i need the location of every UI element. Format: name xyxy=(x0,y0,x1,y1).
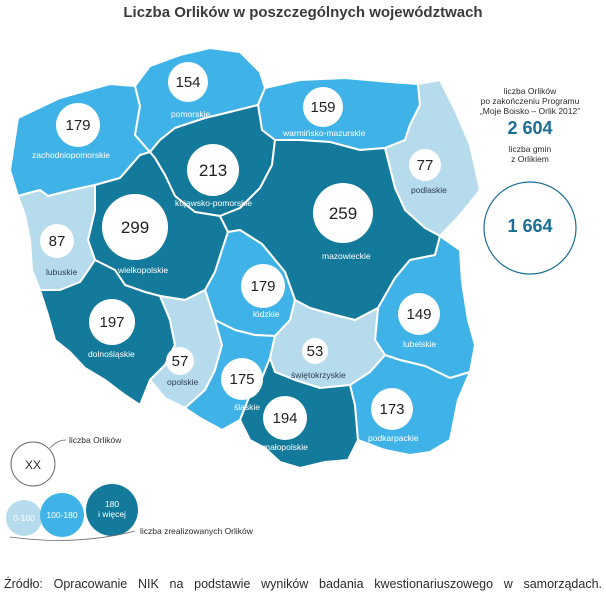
label-podlaskie: podlaskie xyxy=(411,185,447,195)
count-malopolskie: 194 xyxy=(272,410,297,427)
legend-tier-light-label: 0-100 xyxy=(13,513,35,523)
count-circle-mazowieckie xyxy=(313,183,373,243)
orliki-label-line-1: liczba Orlików xyxy=(503,86,557,96)
count-circle-zachodniopomorskie xyxy=(56,103,100,147)
orliki-total-value: 2 604 xyxy=(507,118,553,138)
count-circle-opolskie xyxy=(166,347,194,375)
count-swietokrzyskie: 53 xyxy=(307,343,324,360)
count-circle-malopolskie xyxy=(263,396,307,440)
label-lodzkie: łódzkie xyxy=(253,309,280,319)
label-opolskie: opolskie xyxy=(167,377,198,387)
count-podlaskie: 77 xyxy=(417,157,434,174)
count-circle-wielkopolskie xyxy=(102,194,168,260)
map-title: Liczba Orlików w poszczególnych wojewódz… xyxy=(123,4,483,21)
count-zachodniopomorskie: 179 xyxy=(65,117,90,134)
count-circle-slaskie xyxy=(221,358,263,400)
count-circle-swietokrzyskie xyxy=(302,338,328,364)
label-kujawsko-pomorskie: kujawsko-pomorskie xyxy=(175,198,252,208)
orliki-label-line-2: po zakończeniu Programu xyxy=(480,96,580,106)
count-wielkopolskie: 299 xyxy=(121,218,149,237)
label-lubuskie: lubuskie xyxy=(46,267,77,277)
label-podkarpackie: podkarpackie xyxy=(368,433,419,443)
legend-tier-dark-label-1: 180 xyxy=(105,499,119,509)
legend-circle-text: XX xyxy=(25,458,41,472)
legend-tier-light xyxy=(6,500,42,536)
label-warminsko-mazurskie: warmińsko-mazurskie xyxy=(282,128,365,138)
label-malopolskie: małopolskie xyxy=(263,442,308,452)
label-lubelskie: lubelskie xyxy=(403,339,436,349)
summary-stats: liczba Orlików po zakończeniu Programu „… xyxy=(470,86,590,164)
count-lubuskie: 87 xyxy=(49,233,66,250)
count-opolskie: 57 xyxy=(172,353,189,370)
source-note: Źródło: Opracowanie NIK na podstawie wyn… xyxy=(4,577,602,591)
count-mazowieckie: 259 xyxy=(329,204,357,223)
count-circle-lubelskie xyxy=(398,293,440,335)
count-slaskie: 175 xyxy=(229,371,254,388)
gminy-label-line-2: z Orlikiem xyxy=(511,154,549,164)
count-circle-podkarpackie xyxy=(371,388,413,430)
count-circle-kujawsko-pomorskie xyxy=(187,144,239,196)
count-circle-dolnoslaskie xyxy=(89,299,135,345)
count-circle-podlaskie xyxy=(409,149,441,181)
label-mazowieckie: mazowieckie xyxy=(322,251,371,261)
legend-tier-dark xyxy=(86,484,138,536)
label-wielkopolskie: wielkopolskie xyxy=(117,265,168,275)
legend-tier-dark-label-2: i więcej xyxy=(98,509,126,519)
gminy-circle xyxy=(483,181,577,275)
legend-tier-medium xyxy=(40,493,84,537)
label-pomorskie: pomorskie xyxy=(171,109,210,119)
legend-count-circle xyxy=(10,441,56,487)
legend-tiers-label: liczba zrealizowanych Orlików xyxy=(140,526,254,536)
label-slaskie: śląskie xyxy=(234,402,260,412)
label-dolnoslaskie: dolnośląskie xyxy=(88,349,135,359)
count-circle-lodzkie xyxy=(241,264,285,308)
count-kujawsko-pomorskie: 213 xyxy=(199,161,227,180)
orliki-label-line-3: „Moje Boisko – Orlik 2012” xyxy=(479,106,581,116)
count-pomorskie: 154 xyxy=(175,74,200,91)
count-circle-pomorskie xyxy=(168,62,208,102)
count-circle-warminsko-mazurskie xyxy=(303,87,343,127)
count-lodzkie: 179 xyxy=(250,278,275,295)
legend: XX liczba Orlików 0-100 100-180 180 i wi… xyxy=(6,435,254,541)
count-circles xyxy=(40,62,441,440)
count-podkarpackie: 173 xyxy=(379,401,404,418)
count-warminsko-mazurskie: 159 xyxy=(310,99,335,116)
count-circle-lubuskie xyxy=(40,224,74,258)
legend-circle-label: liczba Orlików xyxy=(69,435,122,445)
count-lubelskie: 149 xyxy=(406,306,431,323)
label-zachodniopomorskie: zachodniopomorskie xyxy=(32,150,110,160)
legend-tier-medium-label: 100-180 xyxy=(46,510,77,520)
label-swietokrzyskie: świętokrzyskie xyxy=(291,370,346,380)
gminy-total-value: 1 664 xyxy=(507,216,553,236)
gminy-label-line-1: liczba gmin xyxy=(508,144,552,154)
count-dolnoslaskie: 197 xyxy=(99,314,124,331)
